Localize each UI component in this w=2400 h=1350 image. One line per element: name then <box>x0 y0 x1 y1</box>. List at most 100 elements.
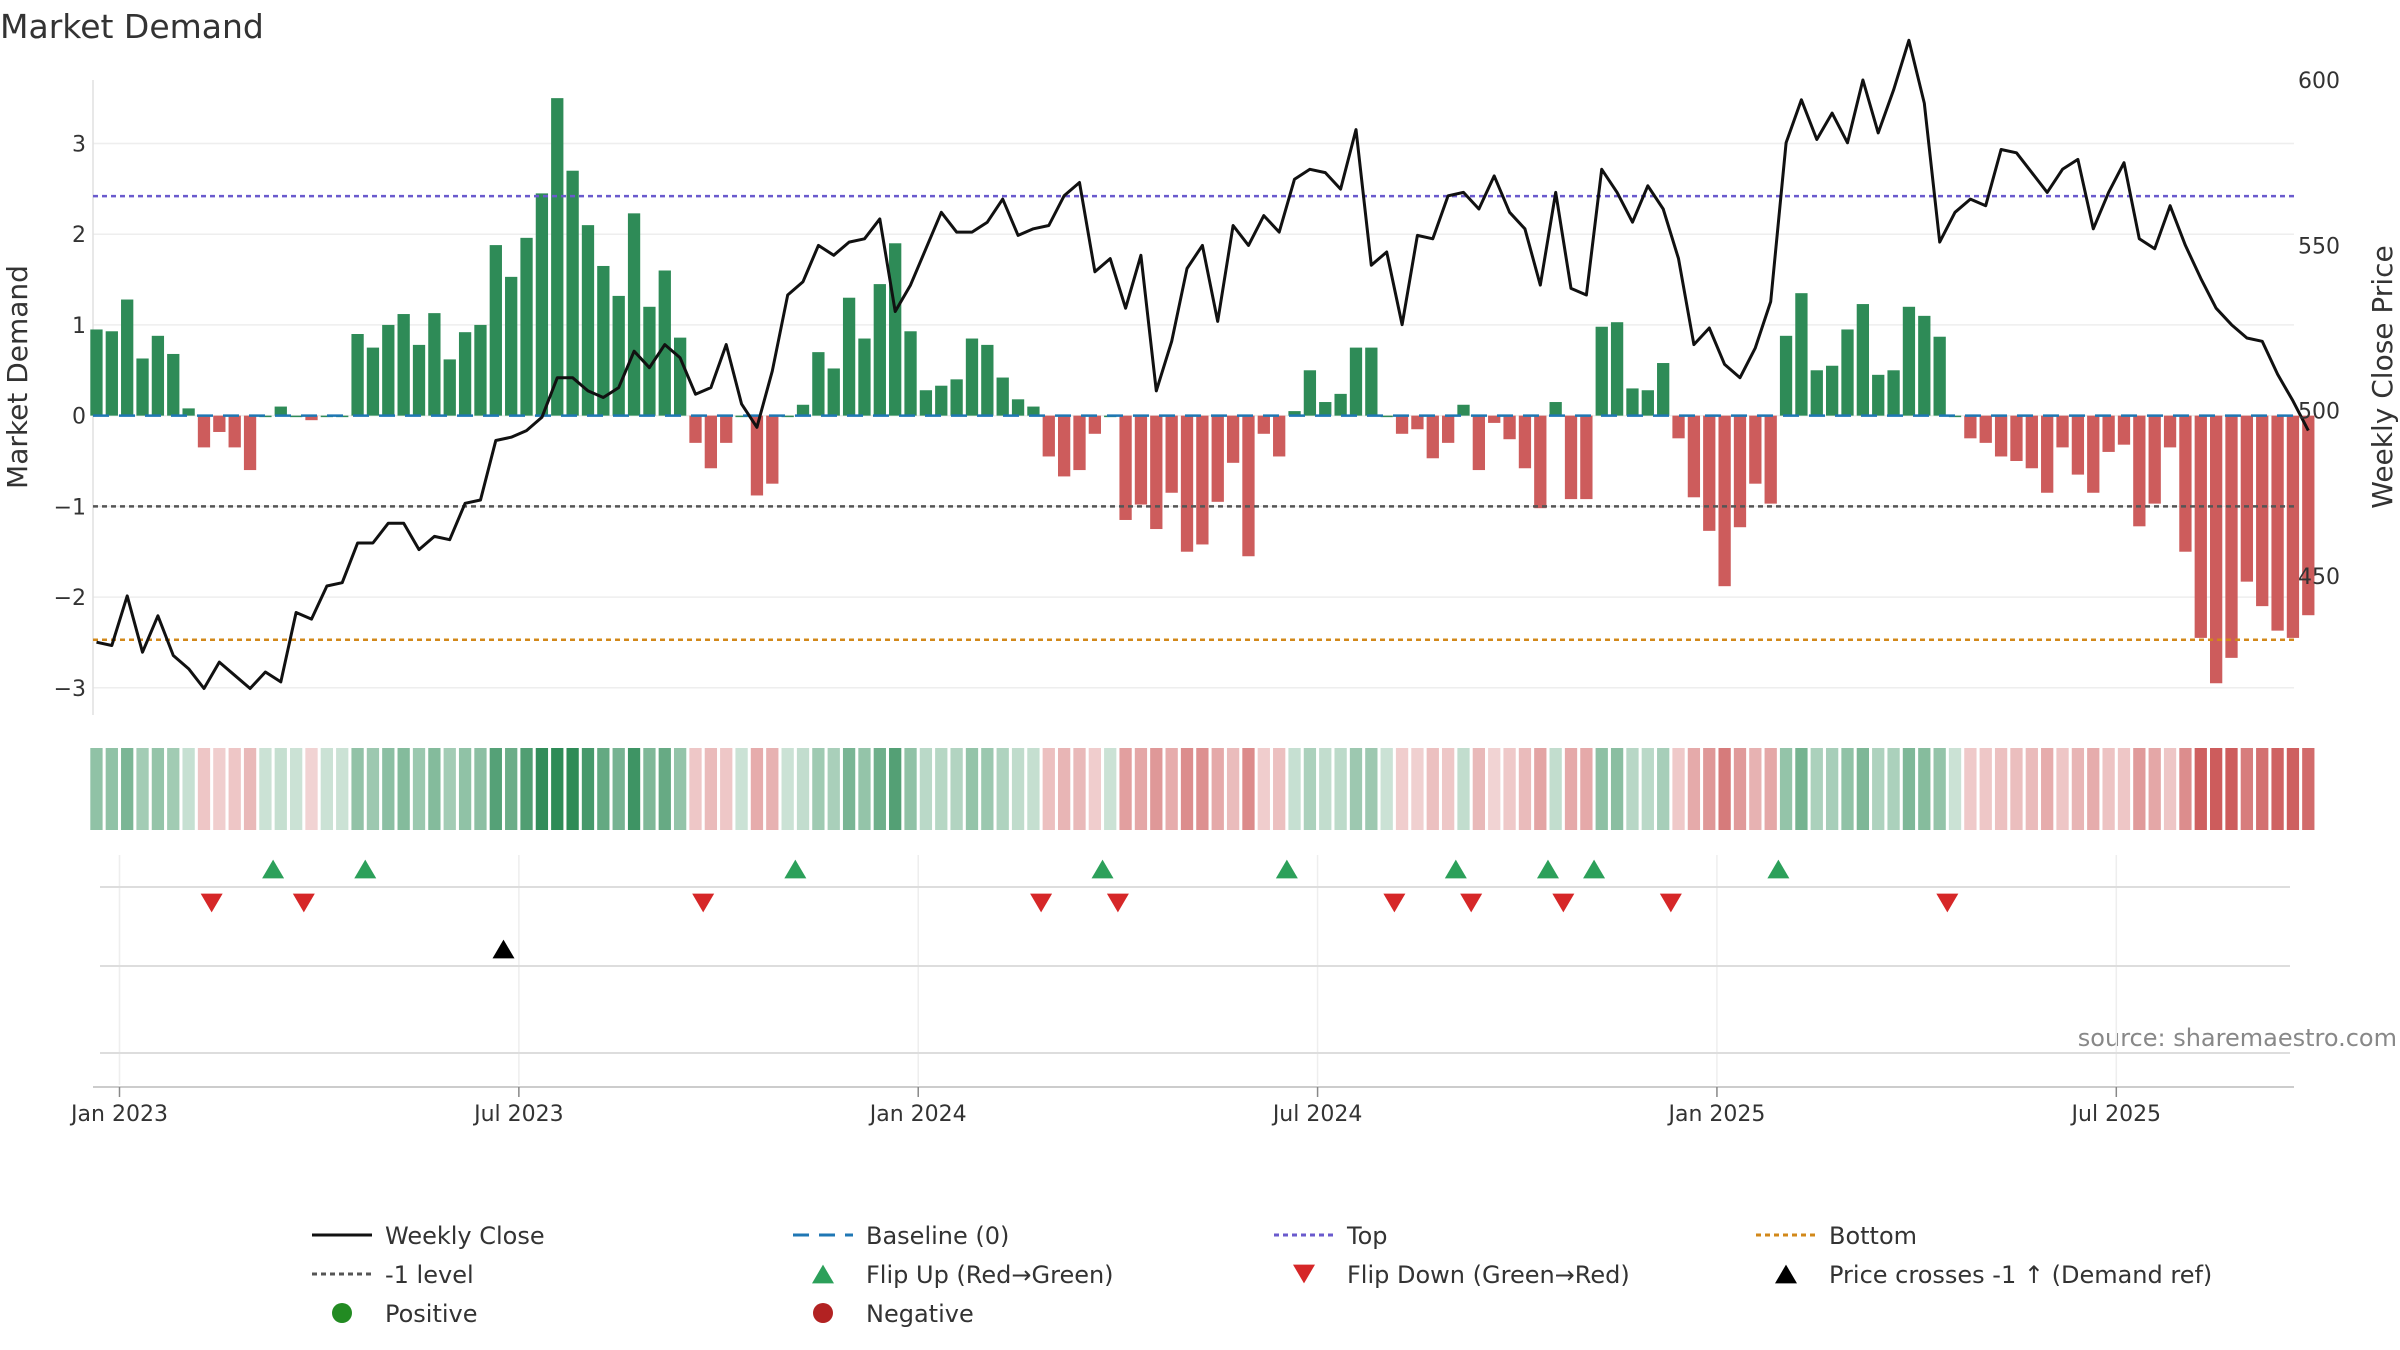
heat-cell <box>2102 748 2115 830</box>
heat-cell <box>612 748 625 830</box>
demand-bar <box>2117 415 2131 445</box>
heat-cell <box>2225 748 2238 830</box>
heat-cell <box>1518 748 1532 830</box>
heat-cell <box>1887 748 1900 830</box>
heat-cell <box>1057 748 1071 830</box>
heat-cell <box>182 748 195 830</box>
heat-cell <box>1641 748 1654 830</box>
heat-cell <box>1872 748 1885 830</box>
demand-bar <box>1488 415 1501 423</box>
heat-cell <box>643 748 656 830</box>
flip-up-marker <box>354 859 377 879</box>
flip-up-marker <box>1091 859 1114 879</box>
heat-cell <box>812 748 825 830</box>
ticks-layer: −3 −2 −1 0 1 2 3 450 500 550 600 Jan 2023 Jul 2023 Ja… <box>54 69 2340 1127</box>
demand-bar <box>121 299 134 416</box>
demand-bar <box>1503 415 1516 440</box>
demand-bar <box>1580 415 1593 500</box>
heat-cell <box>1104 748 1117 830</box>
heat-cell <box>397 748 410 830</box>
legend-label-top: Top <box>1346 1222 1388 1250</box>
demand-bar <box>1027 406 1040 416</box>
demand-bar <box>965 338 979 416</box>
demand-bar <box>489 245 502 416</box>
markers-layer <box>200 859 1959 959</box>
heat-cell <box>474 748 487 830</box>
demand-bar <box>535 193 549 416</box>
demand-bar <box>2056 415 2069 448</box>
demand-bar <box>1472 415 1486 471</box>
demand-bar <box>658 270 671 416</box>
heat-cell <box>1257 748 1270 830</box>
demand-bar <box>1657 363 1670 416</box>
demand-bar <box>1180 415 1194 552</box>
heat-cell <box>1856 748 1870 830</box>
demand-bar <box>1057 415 1071 477</box>
heat-cell <box>428 748 441 830</box>
chart-title: Market Demand <box>0 7 264 46</box>
demand-bar <box>1610 322 1624 416</box>
heat-cell <box>1457 748 1470 830</box>
heat-cell <box>1749 748 1762 830</box>
heat-cell <box>443 748 456 830</box>
heat-cell <box>1042 748 1055 830</box>
heat-cell <box>1764 748 1777 830</box>
heat-cell <box>2010 748 2023 830</box>
y-tick-label: 1 <box>72 314 86 339</box>
heat-cell <box>658 748 671 830</box>
demand-bar <box>889 243 902 416</box>
demand-bar <box>1749 415 1762 484</box>
demand-bar <box>2010 415 2023 461</box>
demand-bar <box>320 415 334 418</box>
heat-cell <box>213 748 226 830</box>
demand-bar <box>2194 415 2207 638</box>
demand-bar <box>1426 415 1439 459</box>
legend-label-1-level: -1 level <box>385 1261 474 1289</box>
demand-bar <box>1349 347 1363 416</box>
heat-cell <box>1580 748 1593 830</box>
demand-bar <box>858 338 871 416</box>
heat-cell <box>735 748 748 830</box>
heat-cell <box>1687 748 1701 830</box>
heat-cell <box>167 748 180 830</box>
demand-bar <box>1257 415 1270 434</box>
demand-bar <box>412 344 426 416</box>
heat-cell <box>766 748 779 830</box>
demand-bar <box>1303 370 1317 416</box>
heat-cell <box>1488 748 1501 830</box>
flip-up-marker <box>1275 859 1298 879</box>
demand-bar <box>197 415 211 448</box>
heat-cell <box>1733 748 1747 830</box>
demand-bar <box>289 415 303 418</box>
demand-bar <box>1042 415 1055 457</box>
heat-cell <box>1088 748 1102 830</box>
grid-layer <box>92 80 2294 1088</box>
heat-cell <box>1564 748 1578 830</box>
demand-bar <box>1825 365 1839 416</box>
heat-cell <box>1503 748 1516 830</box>
demand-bar <box>1134 415 1148 505</box>
demand-bar <box>1226 415 1240 463</box>
demand-bar <box>2087 415 2100 493</box>
demand-bar <box>781 415 794 418</box>
demand-bar <box>704 415 718 469</box>
heat-cell <box>1472 748 1486 830</box>
demand-bar <box>1810 370 1823 416</box>
flip-up-marker <box>1444 859 1467 879</box>
heat-cell <box>336 748 349 830</box>
demand-bar <box>1703 415 1716 531</box>
heat-cell <box>2041 748 2054 830</box>
y-tick-label: 3 <box>72 133 86 158</box>
heat-cell <box>1779 748 1793 830</box>
heat-cell <box>105 748 118 830</box>
heat-cell <box>1319 748 1332 830</box>
heat-cell <box>965 748 979 830</box>
heat-cell <box>1288 748 1301 830</box>
demand-bar <box>2071 415 2085 475</box>
heat-cell <box>1718 748 1731 830</box>
heat-cell <box>566 748 579 830</box>
flip-up-marker <box>784 859 807 879</box>
heat-cell <box>1242 748 1255 830</box>
demand-bar <box>1211 415 1224 502</box>
demand-bar <box>2148 415 2161 504</box>
